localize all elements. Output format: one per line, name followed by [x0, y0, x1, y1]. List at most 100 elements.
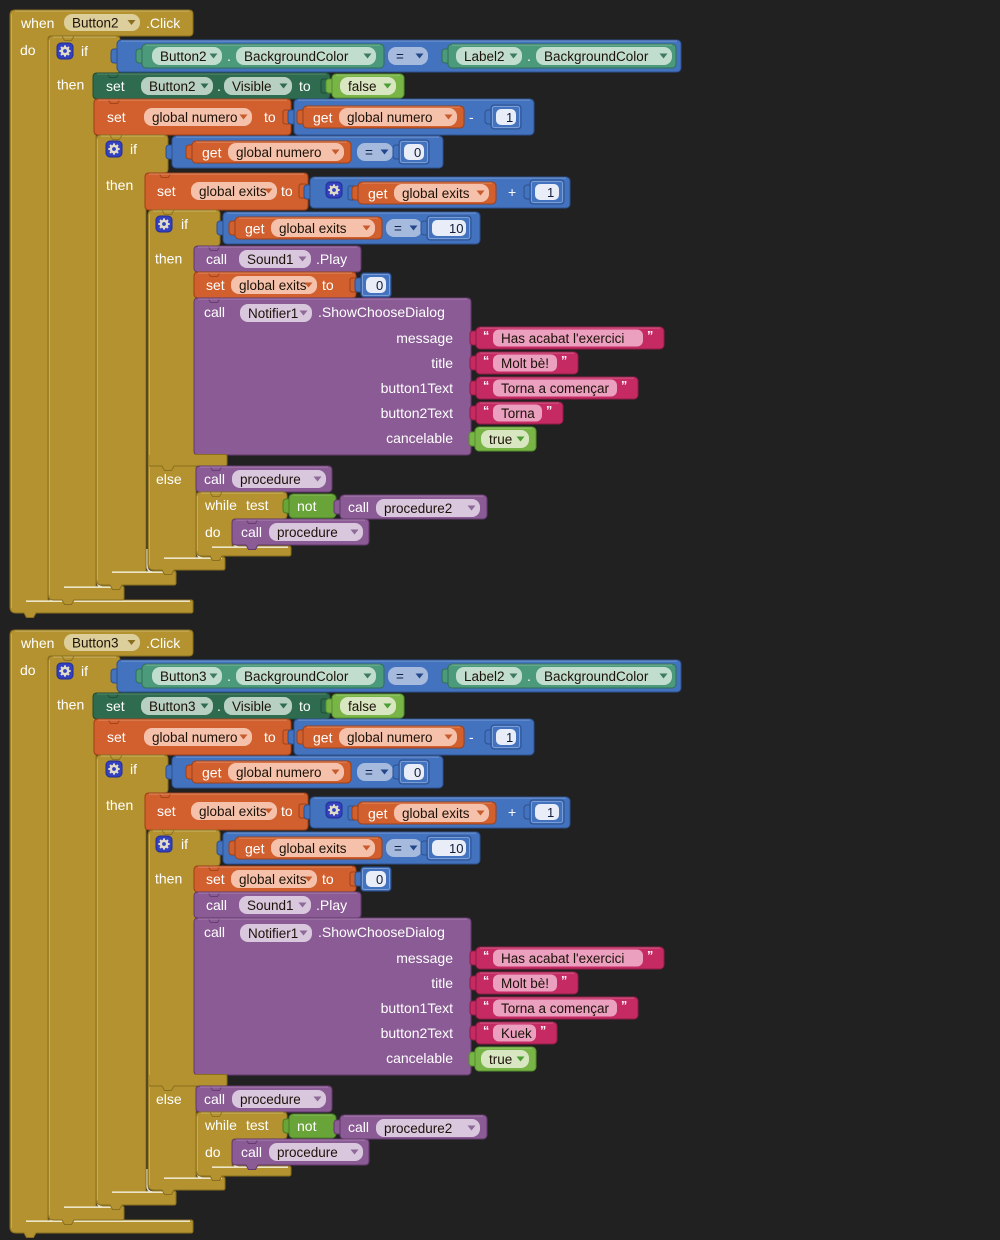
svg-text:else: else: [156, 1091, 182, 1107]
svg-text:”: ”: [540, 1024, 546, 1038]
svg-text:Notifier1: Notifier1: [248, 306, 298, 321]
svg-text:global numero: global numero: [347, 110, 433, 125]
svg-text:Molt bè!: Molt bè!: [501, 356, 549, 371]
svg-text:set: set: [107, 109, 126, 125]
svg-text:button2Text: button2Text: [381, 1025, 453, 1041]
svg-text:get: get: [368, 186, 388, 202]
svg-text:global exits: global exits: [239, 872, 307, 887]
svg-text:if: if: [130, 761, 137, 777]
svg-text:procedure: procedure: [277, 1145, 338, 1160]
svg-text:global exits: global exits: [402, 806, 470, 821]
svg-text:do: do: [205, 524, 221, 540]
svg-text:Button2: Button2: [72, 16, 119, 31]
svg-text:message: message: [396, 950, 453, 966]
svg-text:Has acabat l'exercici: Has acabat l'exercici: [501, 951, 624, 966]
svg-text:Notifier1: Notifier1: [248, 926, 298, 941]
svg-text:set: set: [106, 698, 125, 714]
svg-text:call: call: [348, 1119, 369, 1135]
svg-text:not: not: [297, 1118, 317, 1134]
svg-text:global numero: global numero: [152, 730, 238, 745]
svg-text:get: get: [202, 765, 222, 781]
svg-text:”: ”: [647, 949, 653, 963]
svg-text:cancelable: cancelable: [386, 1050, 453, 1066]
svg-text:set: set: [107, 729, 126, 745]
svg-text:BackgroundColor: BackgroundColor: [244, 669, 349, 684]
svg-text:procedure2: procedure2: [384, 501, 452, 516]
svg-text:1: 1: [547, 185, 554, 200]
svg-text:Visible: Visible: [232, 699, 272, 714]
svg-text:“: “: [483, 354, 489, 368]
svg-text:true: true: [489, 432, 512, 447]
svg-text:button1Text: button1Text: [381, 1000, 453, 1016]
svg-text:Molt bè!: Molt bè!: [501, 976, 549, 991]
svg-text:Torna a començar: Torna a començar: [501, 381, 610, 396]
svg-text:.: .: [217, 78, 221, 94]
svg-text:to: to: [264, 729, 276, 745]
svg-text:set: set: [206, 277, 225, 293]
svg-text:1: 1: [506, 730, 513, 745]
svg-text:to: to: [264, 109, 276, 125]
svg-text:BackgroundColor: BackgroundColor: [544, 669, 649, 684]
svg-text:”: ”: [647, 329, 653, 343]
svg-text:.: .: [227, 668, 231, 684]
svg-text:0: 0: [376, 278, 383, 293]
svg-text:global numero: global numero: [152, 110, 238, 125]
svg-text:while: while: [204, 1117, 237, 1133]
svg-text:”: ”: [621, 379, 627, 393]
svg-text:Torna a començar: Torna a començar: [501, 1001, 610, 1016]
svg-text:“: “: [483, 1024, 489, 1038]
svg-text:test: test: [246, 497, 269, 513]
svg-text:set: set: [206, 871, 225, 887]
svg-text:call: call: [206, 251, 227, 267]
svg-text:call: call: [204, 471, 225, 487]
svg-text:.Play: .Play: [316, 897, 347, 913]
svg-text:test: test: [246, 1117, 269, 1133]
svg-text:0: 0: [376, 872, 383, 887]
svg-text:=: =: [394, 221, 402, 236]
svg-text:+: +: [508, 184, 516, 200]
svg-text:true: true: [489, 1052, 512, 1067]
svg-text:global exits: global exits: [279, 221, 347, 236]
svg-text:“: “: [483, 329, 489, 343]
svg-text:get: get: [245, 221, 265, 237]
svg-text:then: then: [155, 251, 182, 267]
svg-text:global exits: global exits: [199, 184, 267, 199]
svg-text:call: call: [204, 1091, 225, 1107]
svg-text:title: title: [431, 975, 453, 991]
svg-text:Kuek: Kuek: [501, 1026, 532, 1041]
svg-text:.: .: [227, 48, 231, 64]
svg-text:=: =: [365, 145, 373, 160]
svg-text:when: when: [20, 15, 54, 31]
svg-text:“: “: [483, 999, 489, 1013]
svg-text:.: .: [217, 698, 221, 714]
svg-text:not: not: [297, 498, 317, 514]
svg-text:call: call: [241, 1144, 262, 1160]
svg-text:.Click: .Click: [146, 635, 181, 651]
svg-text:get: get: [313, 110, 333, 126]
svg-text:global numero: global numero: [347, 730, 433, 745]
svg-text:BackgroundColor: BackgroundColor: [244, 49, 349, 64]
svg-text:BackgroundColor: BackgroundColor: [544, 49, 649, 64]
svg-text:global exits: global exits: [279, 841, 347, 856]
svg-text:10: 10: [449, 841, 463, 856]
svg-text:Sound1: Sound1: [247, 898, 294, 913]
svg-text:1: 1: [547, 805, 554, 820]
svg-text:call: call: [204, 924, 225, 940]
svg-text:=: =: [365, 765, 373, 780]
svg-text:procedure: procedure: [240, 472, 301, 487]
svg-text:while: while: [204, 497, 237, 513]
svg-text:if: if: [81, 43, 88, 59]
svg-text:global numero: global numero: [236, 145, 322, 160]
svg-text:do: do: [20, 42, 36, 58]
svg-text:Button3: Button3: [72, 636, 119, 651]
svg-text:“: “: [483, 949, 489, 963]
svg-text:call: call: [204, 304, 225, 320]
svg-text:Button3: Button3: [149, 699, 196, 714]
svg-text:Button2: Button2: [160, 49, 207, 64]
svg-text:button1Text: button1Text: [381, 380, 453, 396]
svg-text:procedure: procedure: [277, 525, 338, 540]
svg-text:to: to: [299, 78, 311, 94]
svg-text:get: get: [245, 841, 265, 857]
svg-text:0: 0: [414, 145, 421, 160]
svg-text:then: then: [57, 697, 84, 713]
